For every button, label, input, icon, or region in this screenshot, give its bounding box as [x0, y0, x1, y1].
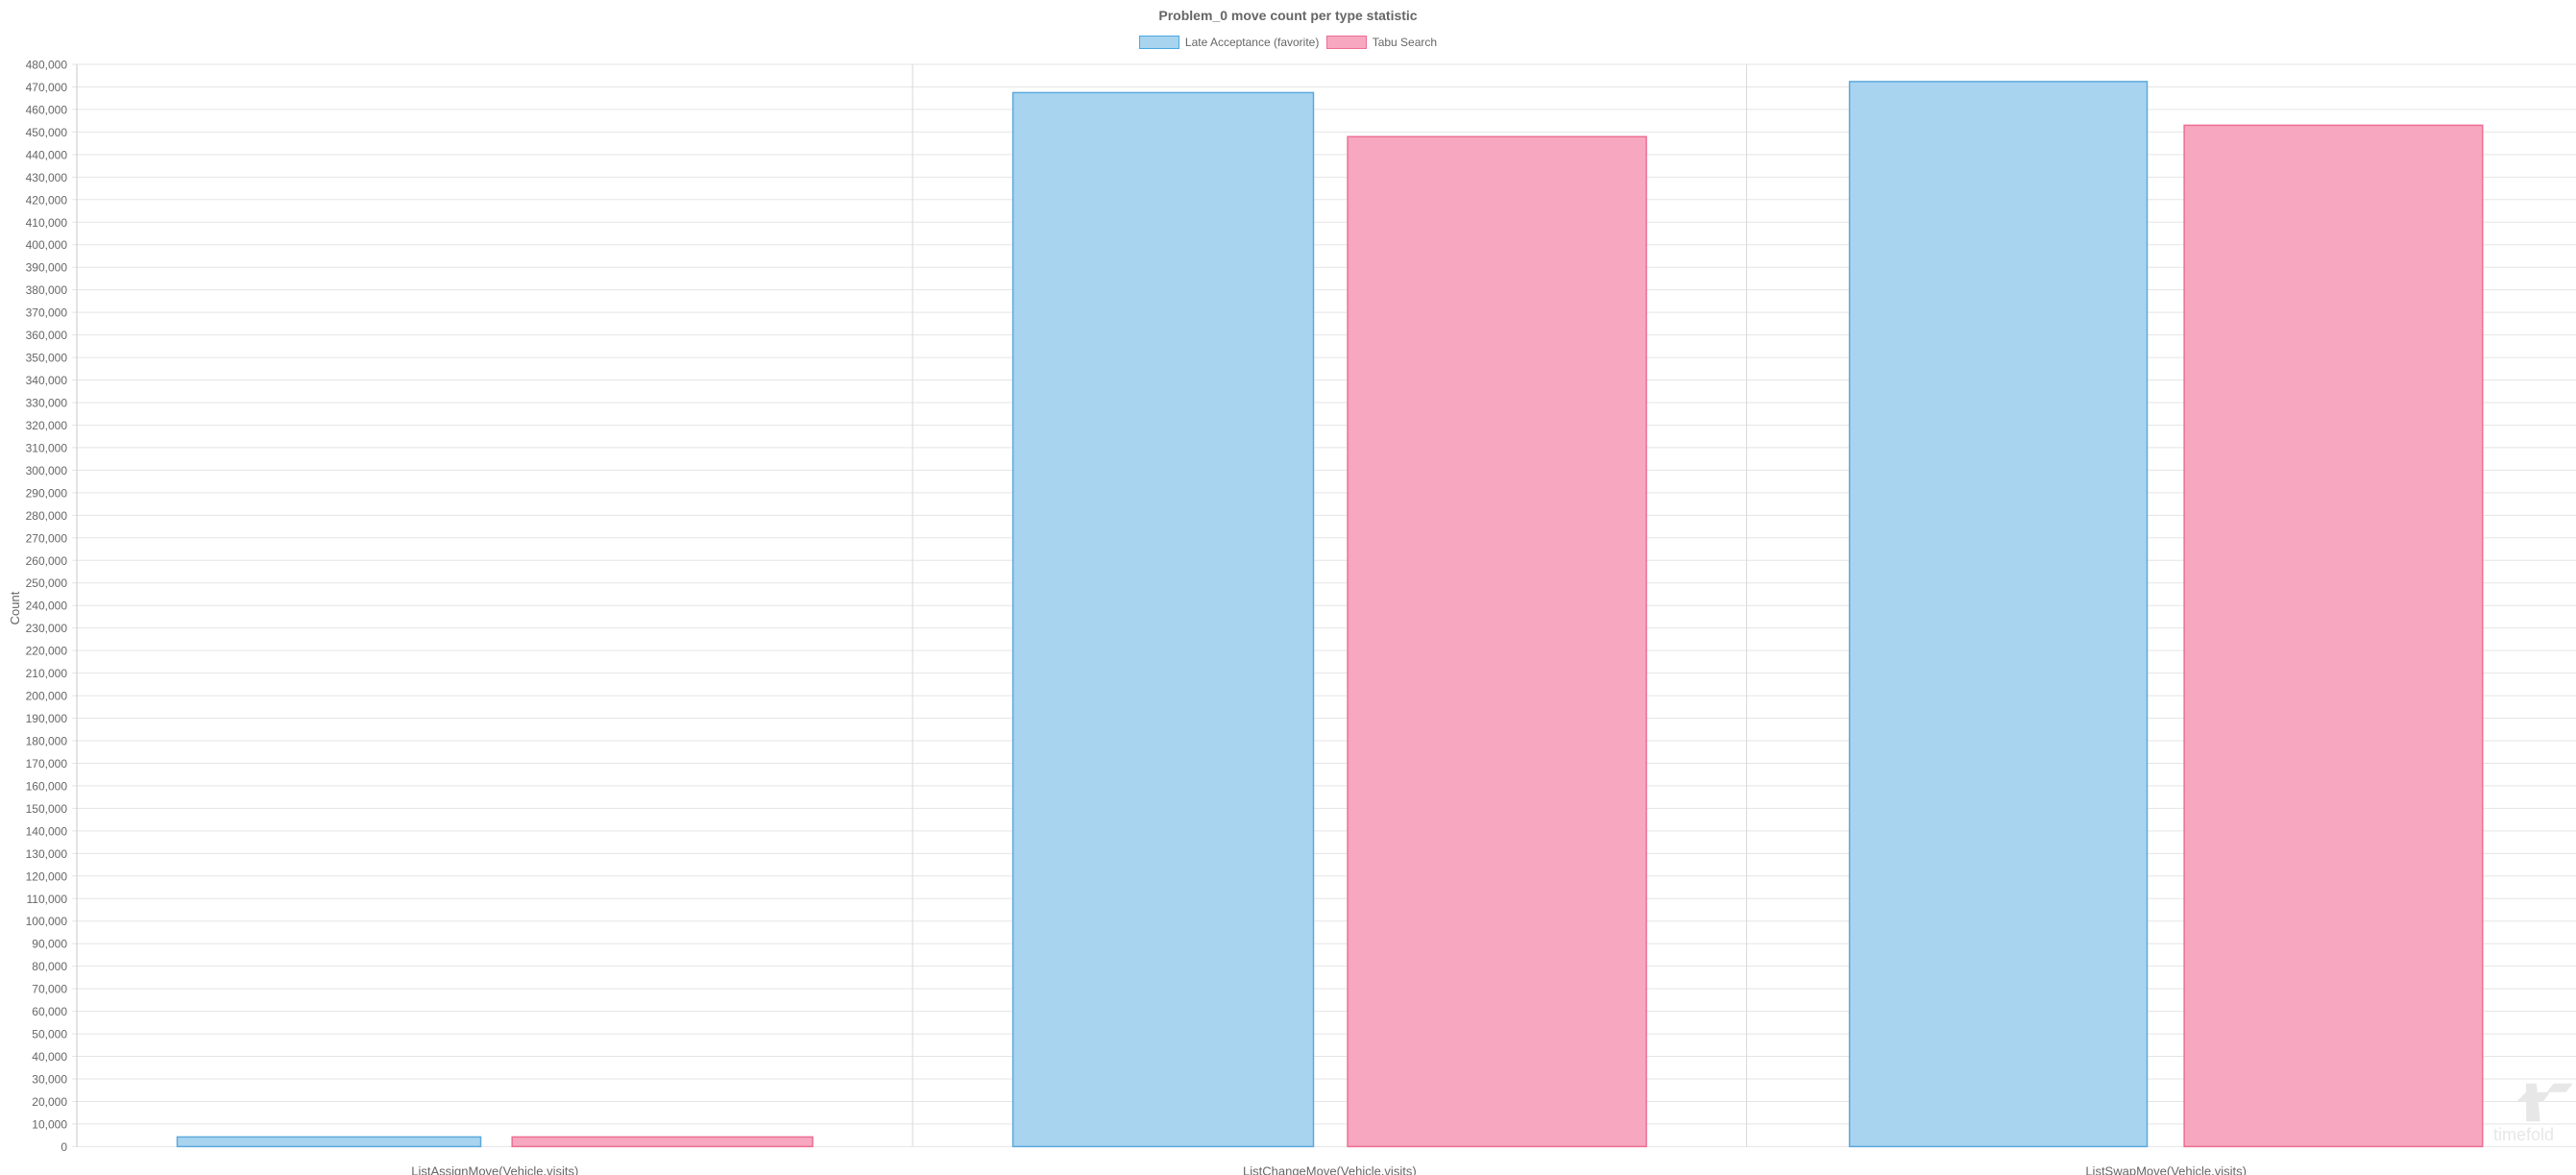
svg-text:460,000: 460,000	[26, 103, 68, 116]
svg-text:130,000: 130,000	[26, 847, 68, 861]
svg-text:50,000: 50,000	[32, 1028, 67, 1041]
svg-text:440,000: 440,000	[26, 148, 68, 161]
svg-text:360,000: 360,000	[26, 329, 68, 342]
svg-text:240,000: 240,000	[26, 600, 68, 613]
svg-text:140,000: 140,000	[26, 824, 68, 838]
svg-text:40,000: 40,000	[32, 1050, 67, 1064]
svg-text:380,000: 380,000	[26, 283, 68, 297]
svg-text:ListChangeMove(Vehicle.visits): ListChangeMove(Vehicle.visits)	[1243, 1163, 1417, 1175]
svg-text:120,000: 120,000	[26, 869, 68, 883]
svg-text:430,000: 430,000	[26, 171, 68, 184]
svg-text:150,000: 150,000	[26, 802, 68, 816]
svg-text:270,000: 270,000	[26, 531, 68, 545]
svg-text:70,000: 70,000	[32, 983, 67, 996]
svg-text:20,000: 20,000	[32, 1095, 67, 1109]
svg-text:280,000: 280,000	[26, 509, 68, 523]
svg-text:250,000: 250,000	[26, 576, 68, 590]
svg-text:190,000: 190,000	[26, 712, 68, 725]
svg-text:410,000: 410,000	[26, 216, 68, 230]
svg-text:60,000: 60,000	[32, 1005, 67, 1018]
svg-text:160,000: 160,000	[26, 779, 68, 793]
svg-text:100,000: 100,000	[26, 915, 68, 928]
svg-text:30,000: 30,000	[32, 1073, 67, 1087]
svg-text:90,000: 90,000	[32, 938, 67, 951]
svg-text:400,000: 400,000	[26, 238, 68, 252]
svg-text:210,000: 210,000	[26, 667, 68, 680]
svg-text:330,000: 330,000	[26, 397, 68, 410]
svg-text:200,000: 200,000	[26, 690, 68, 703]
svg-text:390,000: 390,000	[26, 261, 68, 275]
svg-text:310,000: 310,000	[26, 441, 68, 454]
svg-text:290,000: 290,000	[26, 486, 68, 500]
svg-text:ListSwapMove(Vehicle.visits): ListSwapMove(Vehicle.visits)	[2085, 1163, 2247, 1175]
svg-text:220,000: 220,000	[26, 645, 68, 658]
svg-text:300,000: 300,000	[26, 464, 68, 477]
svg-text:450,000: 450,000	[26, 126, 68, 139]
svg-text:350,000: 350,000	[26, 352, 68, 365]
svg-text:230,000: 230,000	[26, 622, 68, 635]
svg-text:180,000: 180,000	[26, 735, 68, 748]
svg-text:80,000: 80,000	[32, 960, 67, 973]
svg-text:480,000: 480,000	[26, 59, 68, 72]
svg-text:370,000: 370,000	[26, 306, 68, 320]
svg-text:470,000: 470,000	[26, 81, 68, 94]
svg-text:320,000: 320,000	[26, 419, 68, 432]
svg-text:Count: Count	[8, 591, 22, 624]
svg-text:10,000: 10,000	[32, 1117, 67, 1131]
svg-text:timefold: timefold	[2493, 1125, 2554, 1144]
svg-text:ListAssignMove(Vehicle.visits): ListAssignMove(Vehicle.visits)	[411, 1163, 578, 1175]
svg-text:170,000: 170,000	[26, 757, 68, 771]
svg-text:0: 0	[61, 1140, 67, 1154]
svg-text:110,000: 110,000	[27, 893, 68, 906]
svg-text:260,000: 260,000	[26, 554, 68, 568]
svg-text:420,000: 420,000	[26, 193, 68, 207]
svg-text:340,000: 340,000	[26, 374, 68, 387]
